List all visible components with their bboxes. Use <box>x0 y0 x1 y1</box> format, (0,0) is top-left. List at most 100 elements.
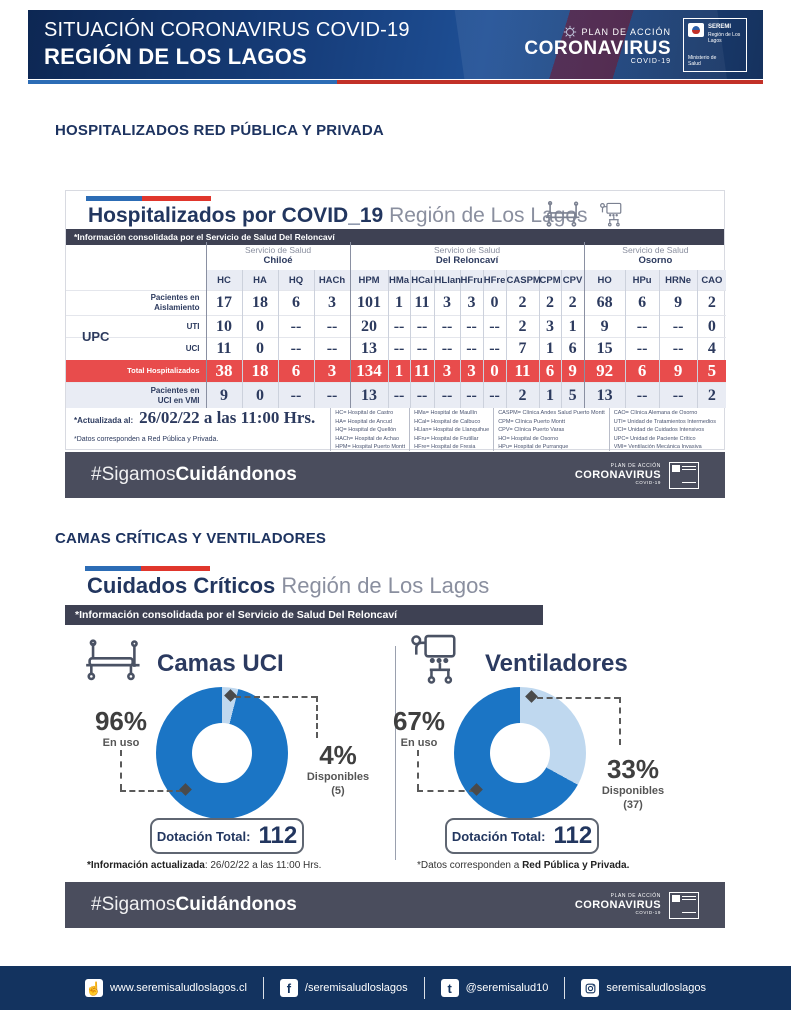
table-cell: -- <box>433 315 461 338</box>
legend-entry: VMI= Ventilación Mecánica Invasiva <box>613 444 702 451</box>
table-cell: -- <box>277 315 314 338</box>
column-header: HQ <box>277 270 314 291</box>
legend-entry: CPM= Clínica Puerto Montt <box>498 418 565 425</box>
table-cell: 9 <box>583 315 626 338</box>
table-cell: -- <box>313 337 351 360</box>
table-cell: 6 <box>624 360 660 383</box>
ventilator-icon <box>411 634 456 684</box>
legend-entry: CPV= Clínica Puerto Varas <box>498 427 565 434</box>
connector-line <box>235 696 317 698</box>
table-row: Pacientes en UCI en VMI 9 0 -- -- 13 -- -- -- -- -… <box>66 382 727 408</box>
critical-care-card: Cuidados Críticos Región de Los Lagos *I… <box>65 560 725 878</box>
connector-line <box>537 697 620 699</box>
legend-entry: HO= Hospital de Osorno <box>498 435 559 442</box>
coronavirus-mini-logo: PLAN DE ACCIÓN CORONAVIRUS COVID-19 <box>574 462 661 486</box>
service-group-header: Servicio de Salud Del Reloncaví <box>349 242 585 270</box>
hashtag-light: #Sigamos <box>91 464 176 485</box>
connector-line <box>417 750 419 790</box>
chart-title-camas-uci: Camas UCI <box>157 650 284 677</box>
facebook-link[interactable]: f /seremisaludloslagos <box>279 979 408 997</box>
twitter-link[interactable]: t @seremisalud10 <box>440 979 548 997</box>
legend-column: CASPM= Clínica Andes Salud Puerto Montt C… <box>493 408 609 459</box>
column-header: CAO <box>696 270 727 291</box>
table-cell: -- <box>658 315 698 338</box>
hashtag-banner: #Sigamos Cuidándonos PLAN DE ACCIÓN CORON… <box>65 452 725 498</box>
table-cell: 11 <box>409 290 435 316</box>
table-cell: 0 <box>482 360 507 383</box>
hashtag-bold: Cuidándonos <box>175 464 297 485</box>
table-cell: 5 <box>696 360 727 383</box>
table-cell: 20 <box>349 315 389 338</box>
government-badge-mini <box>669 891 699 919</box>
table-cell: 6 <box>624 290 660 316</box>
row-label: Pacientes en UCI en VMI <box>66 382 206 408</box>
table-cell: -- <box>658 382 698 408</box>
table-cell: -- <box>313 315 351 338</box>
service-group-header: Servicio de Salud Osorno <box>583 242 727 270</box>
table-cell: -- <box>459 315 484 338</box>
table-cell: 1 <box>560 315 585 338</box>
facebook-icon: f <box>279 979 298 997</box>
coronavirus-mini-logo: PLAN DE ACCIÓN CORONAVIRUS COVID-19 <box>574 892 661 916</box>
hashtag-banner: #Sigamos Cuidándonos PLAN DE ACCIÓN CORON… <box>65 882 725 928</box>
table-cell: -- <box>658 337 698 360</box>
table-cell: 7 <box>505 337 540 360</box>
government-badge-mini <box>669 461 699 489</box>
connector-line <box>120 750 122 790</box>
covid19-label: COVID-19 <box>630 57 671 65</box>
row-label: Pacientes en Aislamiento <box>150 293 200 312</box>
table-cell: 9 <box>658 360 698 383</box>
website-link[interactable]: ☝ www.seremisaludloslagos.cl <box>84 979 247 997</box>
hospitalized-card: Hospitalizados por COVID_19 Región de Lo… <box>65 190 727 459</box>
table-cell: 17 <box>205 290 242 316</box>
table-cell: 4 <box>696 337 727 360</box>
table-cell: 11 <box>205 337 242 360</box>
legend-entry: HMa= Hospital de Maullín <box>414 410 478 416</box>
row-label: UPC UTI <box>82 321 200 344</box>
legend-column: HC= Hospital de Castro HA= Hospital de An… <box>330 408 409 451</box>
table-corner <box>66 242 206 291</box>
section-title-hospitalizados: HOSPITALIZADOS RED PÚBLICA Y PRIVADA <box>55 122 384 139</box>
table-cell: -- <box>277 382 314 408</box>
table-cell: -- <box>313 382 351 408</box>
table-cell: 13 <box>349 337 389 360</box>
table-cell: 3 <box>459 360 484 383</box>
column-header: HCal <box>409 270 435 291</box>
hospital-bed-icon <box>545 201 580 227</box>
legend-entry: HFre= Hospital de Fresia <box>414 444 476 451</box>
table-cell: -- <box>624 382 660 408</box>
legend-entry: HCal= Hospital de Calbuco <box>414 418 481 425</box>
table-cell: 11 <box>505 360 540 383</box>
table-cell: -- <box>387 337 411 360</box>
column-header: CPM <box>538 270 562 291</box>
table-row: Total Hospitalizados 38 18 6 3 134 1 11 3 3 0 11 6 9 9… <box>66 360 727 383</box>
column-header: HFre <box>482 270 507 291</box>
table-head: Servicio de Salud Chiloé Servicio de Salud… <box>66 242 727 291</box>
column-header: HACh <box>313 270 351 291</box>
table-cell: 134 <box>349 360 389 383</box>
table-cell: 1 <box>387 290 411 316</box>
table-cell: 5 <box>560 382 585 408</box>
table-cell: 2 <box>505 382 540 408</box>
virus-icon <box>564 25 577 38</box>
table-body: Pacientes en Aislamiento 17 18 6 3 101 1 11 3 3 0 2… <box>66 290 727 408</box>
table-footnotes: *Actualizada al: 26/02/22 a las 11:00 Hr… <box>66 403 724 459</box>
legend-entry: CAO= Clínica Alemana de Osorno <box>613 410 698 416</box>
upc-group-label: UPC <box>82 328 110 344</box>
twitter-icon: t <box>440 979 459 997</box>
header-titles: SITUACIÓN CORONAVIRUS COVID-19 REGIÓN DE… <box>44 18 410 71</box>
table-cell: -- <box>433 337 461 360</box>
ventiladores-available-label: 33% Disponibles (37) <box>601 754 665 811</box>
header-underline <box>28 80 763 84</box>
row-label: Total Hospitalizados <box>66 360 206 383</box>
instagram-link[interactable]: seremisaludloslagos <box>581 979 706 997</box>
section-title-camas-criticas: CAMAS CRÍTICAS Y VENTILADORES <box>55 530 327 547</box>
table-cell: -- <box>387 382 411 408</box>
column-header: HMa <box>387 270 411 291</box>
legend-entry: HFru= Hospital de Frutillar <box>414 435 479 442</box>
hospitalized-card-title: Hospitalizados por COVID_19 Región de Lo… <box>88 204 588 227</box>
legend-entry: HA= Hospital de Ancud <box>335 418 392 425</box>
legend-entry: HPu= Hospital de Purranque <box>498 444 569 451</box>
row-label: UCI <box>185 344 200 353</box>
header-logos: PLAN DE ACCIÓN CORONAVIRUS COVID-19 SERE… <box>524 17 747 72</box>
